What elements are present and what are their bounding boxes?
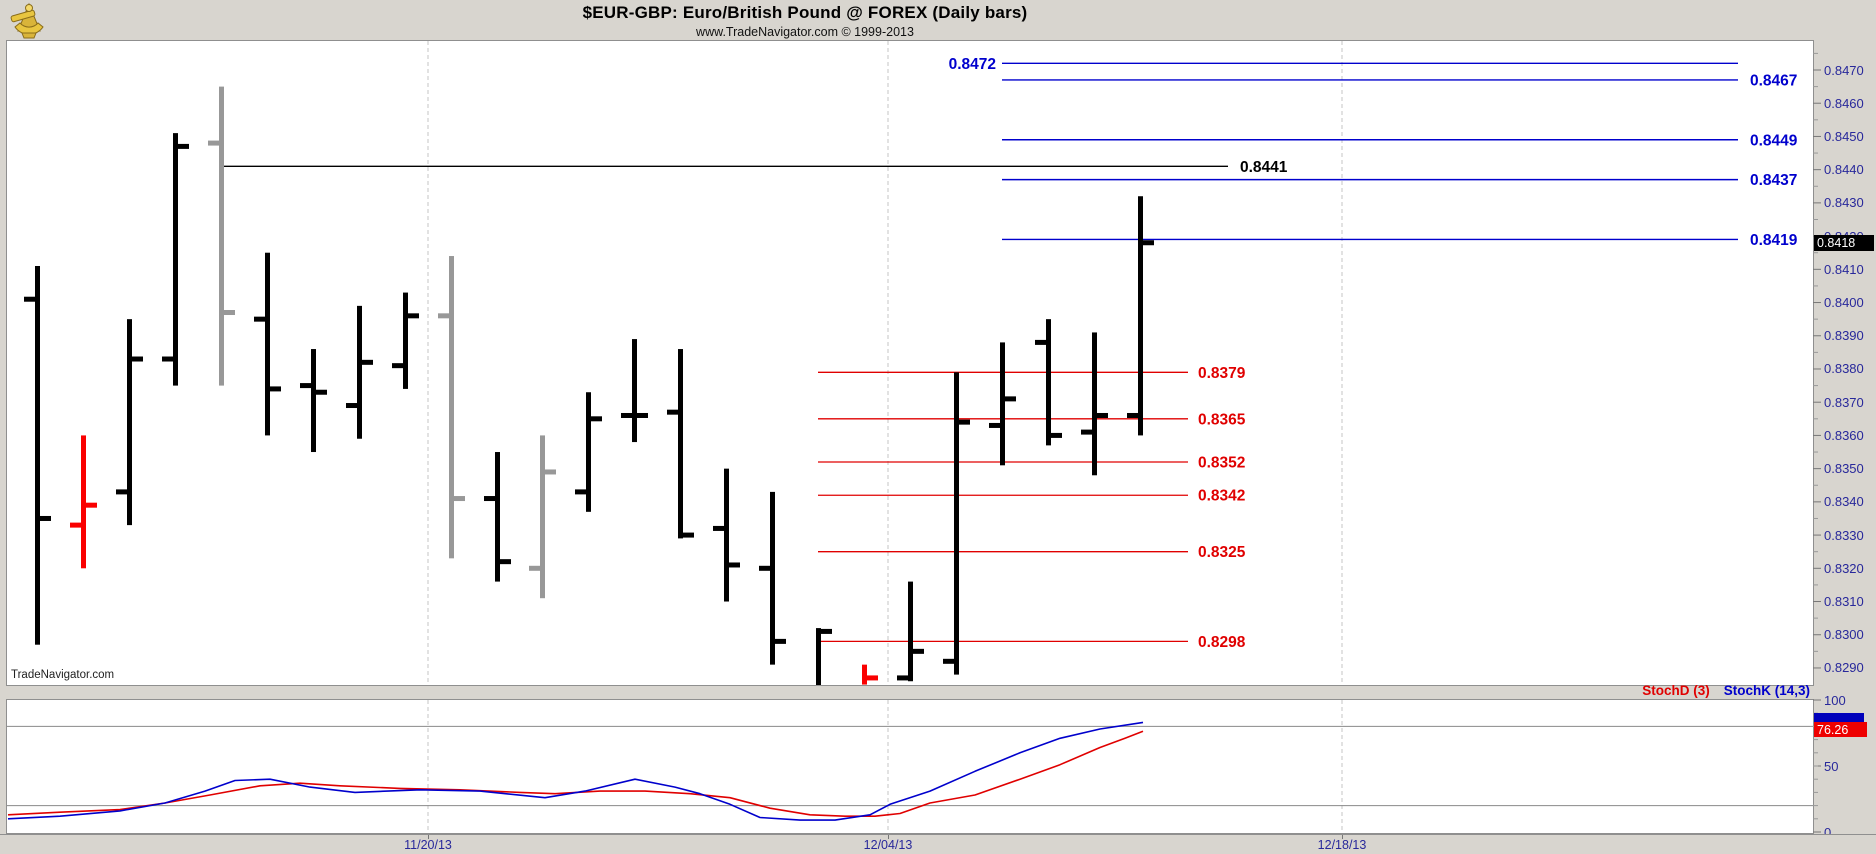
legend-stochd-label[interactable]: StochD (3) bbox=[1642, 683, 1710, 698]
ohlc-bar bbox=[897, 581, 924, 682]
price-axis-label: 0.8440 bbox=[1824, 162, 1864, 178]
price-axis-label: 0.8340 bbox=[1824, 494, 1864, 510]
stochd-curve bbox=[7, 730, 1144, 818]
ohlc-bar bbox=[1127, 196, 1154, 436]
price-chart-canvas[interactable]: 0.8472 0.8467 0.8449 0.8437 0.8419 0.8441 0.83… bbox=[7, 41, 1813, 685]
ohlc-bar bbox=[70, 435, 97, 569]
price-axis-label: 0.8380 bbox=[1824, 361, 1864, 377]
ohlc-bar bbox=[116, 319, 143, 526]
date-axis-label: 12/18/13 bbox=[1317, 838, 1367, 852]
price-pane[interactable]: 0.8472 0.8467 0.8449 0.8437 0.8419 0.8441 0.83… bbox=[6, 40, 1814, 686]
stoch-axis-label: 100 bbox=[1824, 692, 1846, 708]
stochastic-pane[interactable] bbox=[6, 699, 1814, 834]
ohlc-bar bbox=[254, 252, 281, 436]
date-axis-tick bbox=[888, 835, 889, 839]
chart-header: $EUR-GBP: Euro/British Pound @ FOREX (Da… bbox=[0, 3, 1610, 39]
resistance-label: 0.8467 bbox=[1750, 72, 1797, 89]
ohlc-bar bbox=[816, 628, 832, 685]
price-axis-label: 0.8350 bbox=[1824, 461, 1864, 477]
resistance-label: 0.8419 bbox=[1750, 232, 1798, 249]
ohlc-bar bbox=[862, 664, 878, 685]
ohlc-bar bbox=[392, 292, 419, 389]
ohlc-bar bbox=[208, 86, 235, 386]
price-axis-label: 0.8290 bbox=[1824, 660, 1864, 676]
price-axis-label: 0.8470 bbox=[1824, 62, 1864, 78]
resistance-label: 0.8449 bbox=[1750, 132, 1798, 149]
ohlc-bar bbox=[621, 339, 648, 443]
price-axis-label: 0.8460 bbox=[1824, 95, 1864, 111]
support-label: 0.8298 bbox=[1198, 634, 1246, 651]
support-label: 0.8352 bbox=[1198, 454, 1245, 471]
legend-stochk-label[interactable]: StochK (14,3) bbox=[1723, 683, 1810, 698]
support-label: 0.8342 bbox=[1198, 488, 1245, 505]
ohlc-bar bbox=[438, 256, 465, 559]
price-axis-label: 0.8320 bbox=[1824, 560, 1864, 576]
price-axis-label: 0.8360 bbox=[1824, 427, 1864, 443]
stoch-axis-label: 50 bbox=[1824, 758, 1839, 774]
price-axis-label: 0.8370 bbox=[1824, 394, 1864, 410]
trade-navigator-logo-icon bbox=[10, 2, 44, 39]
price-axis-label: 0.8410 bbox=[1824, 261, 1864, 277]
ohlc-bar bbox=[713, 468, 740, 602]
ohlc-bar bbox=[1035, 319, 1062, 446]
marker-label: 0.8441 bbox=[1240, 159, 1288, 176]
price-axis-label: 0.8310 bbox=[1824, 594, 1864, 610]
price-axis-label: 0.8430 bbox=[1824, 195, 1864, 211]
resistance-label: 0.8472 bbox=[949, 56, 996, 73]
ohlc-bar bbox=[943, 372, 970, 675]
ohlc-bar bbox=[989, 342, 1016, 466]
resistance-label: 0.8437 bbox=[1750, 172, 1797, 189]
ohlc-bar bbox=[1081, 332, 1108, 476]
ohlc-bar bbox=[300, 349, 327, 453]
stochd-value-box: 76.26 bbox=[1814, 722, 1867, 737]
support-label: 0.8325 bbox=[1198, 544, 1246, 561]
ohlc-bar bbox=[346, 305, 373, 439]
price-axis-label: 0.8300 bbox=[1824, 627, 1864, 643]
date-axis-label: 12/04/13 bbox=[863, 838, 913, 852]
stochk-curve bbox=[7, 721, 1144, 821]
date-axis[interactable]: 11/20/13 12/04/13 12/18/13 bbox=[0, 834, 1876, 854]
watermark-text: TradeNavigator.com bbox=[11, 669, 115, 681]
price-axis-label: 0.8450 bbox=[1824, 128, 1864, 144]
ohlc-bar bbox=[759, 491, 786, 665]
last-price-box: 0.8418 bbox=[1814, 235, 1874, 251]
chart-title: $EUR-GBP: Euro/British Pound @ FOREX (Da… bbox=[582, 3, 1028, 22]
support-label: 0.8379 bbox=[1198, 365, 1246, 382]
ohlc-bar bbox=[484, 452, 511, 582]
date-axis-tick bbox=[428, 835, 429, 839]
ohlc-bar bbox=[24, 265, 51, 645]
right-axis-ticks bbox=[1813, 52, 1821, 833]
ohlc-bar bbox=[529, 435, 556, 599]
price-axis-label: 0.8330 bbox=[1824, 527, 1864, 543]
price-axis-label: 0.8400 bbox=[1824, 295, 1864, 311]
chart-subtitle: www.TradeNavigator.com © 1999-2013 bbox=[696, 25, 914, 39]
stoch-axis-label: 0 bbox=[1824, 824, 1832, 840]
stochastic-canvas[interactable] bbox=[7, 700, 1813, 833]
date-axis-tick bbox=[1342, 835, 1343, 839]
ohlc-bar bbox=[162, 133, 189, 386]
ohlc-bar bbox=[575, 392, 602, 512]
indicator-legend: StochD (3) StochK (14,3) bbox=[1540, 683, 1810, 698]
date-axis-label: 11/20/13 bbox=[404, 838, 452, 852]
ohlc-bar bbox=[667, 349, 694, 539]
price-axis-label: 0.8390 bbox=[1824, 328, 1864, 344]
support-label: 0.8365 bbox=[1198, 411, 1246, 428]
